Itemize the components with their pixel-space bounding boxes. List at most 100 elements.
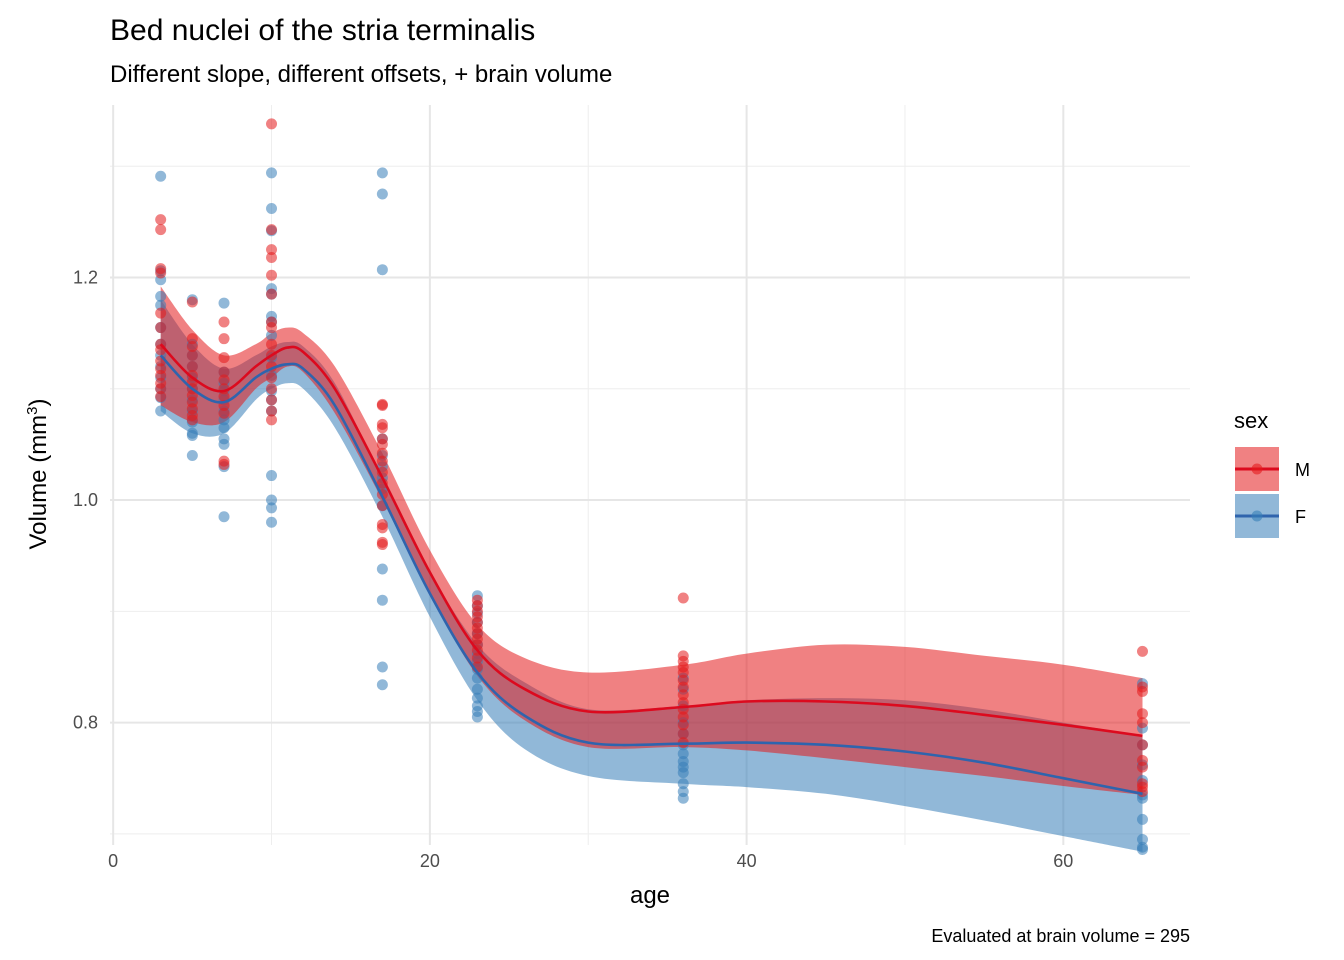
y-axis-ticks: 0.8 1.0 1.2 <box>73 267 98 732</box>
data-point-f <box>376 563 388 575</box>
legend-key-f-point <box>1251 510 1263 522</box>
confidence-band-m <box>160 286 1143 795</box>
y-axis-title: Volume (mm3) <box>24 398 52 549</box>
data-point-f <box>266 494 278 506</box>
data-point-m <box>376 399 388 411</box>
x-tick-label: 40 <box>737 851 757 871</box>
data-point-m <box>186 414 198 426</box>
data-point-m <box>186 340 198 352</box>
data-point-f <box>218 511 230 523</box>
data-point-f <box>266 329 278 341</box>
chart-subtitle: Different slope, different offsets, + br… <box>110 61 612 88</box>
data-point-f <box>677 778 689 790</box>
data-point-f <box>1136 833 1148 845</box>
data-point-m <box>155 307 167 319</box>
legend: sex M F <box>1234 408 1310 538</box>
data-point-m <box>155 267 167 279</box>
data-point-m <box>218 366 230 378</box>
data-point-m <box>186 333 198 345</box>
data-point-f <box>376 167 388 179</box>
legend-label-f: F <box>1295 507 1306 527</box>
data-point-m <box>218 391 230 403</box>
data-point-f <box>376 264 388 276</box>
x-tick-label: 60 <box>1053 851 1073 871</box>
legend-title: sex <box>1234 408 1268 433</box>
data-point-f <box>1136 843 1148 855</box>
y-axis-title-superscript: 3 <box>24 406 41 414</box>
legend-label-m: M <box>1295 460 1310 480</box>
data-point-m <box>266 383 278 395</box>
data-point-m <box>1136 685 1148 697</box>
data-point-f <box>155 170 167 182</box>
data-point-f <box>218 438 230 450</box>
data-point-f <box>266 502 278 514</box>
data-point-m <box>218 407 230 419</box>
data-point-m <box>1136 739 1148 751</box>
data-point-f <box>1136 813 1148 825</box>
data-point-f <box>677 792 689 804</box>
y-axis-title-end: ) <box>25 398 52 406</box>
data-point-f <box>218 297 230 309</box>
data-point-f <box>376 661 388 673</box>
data-point-f <box>218 422 230 434</box>
chart-title: Bed nuclei of the stria terminalis <box>110 14 535 47</box>
chart-caption: Evaluated at brain volume = 295 <box>931 926 1190 946</box>
minor-gridlines <box>110 105 1190 845</box>
data-point-f <box>677 748 689 760</box>
y-tick-label: 0.8 <box>73 713 98 733</box>
data-point-m <box>186 296 198 308</box>
data-point-m <box>266 394 278 406</box>
data-point-f <box>471 683 483 695</box>
data-point-f <box>376 679 388 691</box>
fit-lines <box>159 343 1143 796</box>
data-point-m <box>266 372 278 384</box>
data-point-f <box>376 188 388 200</box>
y-tick-label: 1.2 <box>73 267 98 287</box>
data-point-f <box>266 516 278 528</box>
y-axis-title-main: Volume (mm <box>25 415 52 550</box>
data-point-m <box>1136 645 1148 657</box>
x-axis-title: age <box>630 882 670 909</box>
data-point-m <box>376 522 388 534</box>
data-point-m <box>155 214 167 226</box>
data-point-m <box>186 361 198 373</box>
legend-item-f: F <box>1235 494 1306 538</box>
data-point-f <box>677 767 689 779</box>
data-point-f <box>155 290 167 302</box>
x-axis-ticks: 0 20 40 60 <box>108 851 1073 871</box>
data-point-m <box>266 224 278 236</box>
data-point-m <box>376 438 388 450</box>
data-point-m <box>155 391 167 403</box>
legend-key-m-point <box>1251 463 1263 475</box>
data-point-f <box>266 470 278 482</box>
data-point-m <box>266 338 278 350</box>
data-point-m <box>677 728 689 740</box>
data-point-f <box>471 692 483 704</box>
data-point-m <box>218 316 230 328</box>
data-point-m <box>677 689 689 701</box>
data-point-f <box>186 429 198 441</box>
data-point-m <box>376 539 388 551</box>
data-point-m <box>155 224 167 236</box>
x-tick-label: 20 <box>420 851 440 871</box>
data-point-m <box>218 352 230 364</box>
data-point-m <box>677 681 689 693</box>
data-point-m <box>155 322 167 334</box>
y-tick-label: 1.0 <box>73 490 98 510</box>
data-point-m <box>1136 761 1148 773</box>
plot-area <box>110 105 1190 855</box>
data-point-m <box>266 251 278 263</box>
data-point-f <box>266 202 278 214</box>
data-point-m <box>376 422 388 434</box>
data-point-m <box>218 333 230 345</box>
fit-line-f <box>159 354 1143 796</box>
data-point-m <box>155 369 167 381</box>
data-point-m <box>677 667 689 679</box>
data-point-m <box>266 269 278 281</box>
data-points <box>155 118 1148 855</box>
data-point-f <box>376 594 388 606</box>
fit-line-m <box>159 343 1143 738</box>
confidence-bands <box>160 286 1143 852</box>
legend-item-m: M <box>1235 447 1310 491</box>
data-point-m <box>266 405 278 417</box>
